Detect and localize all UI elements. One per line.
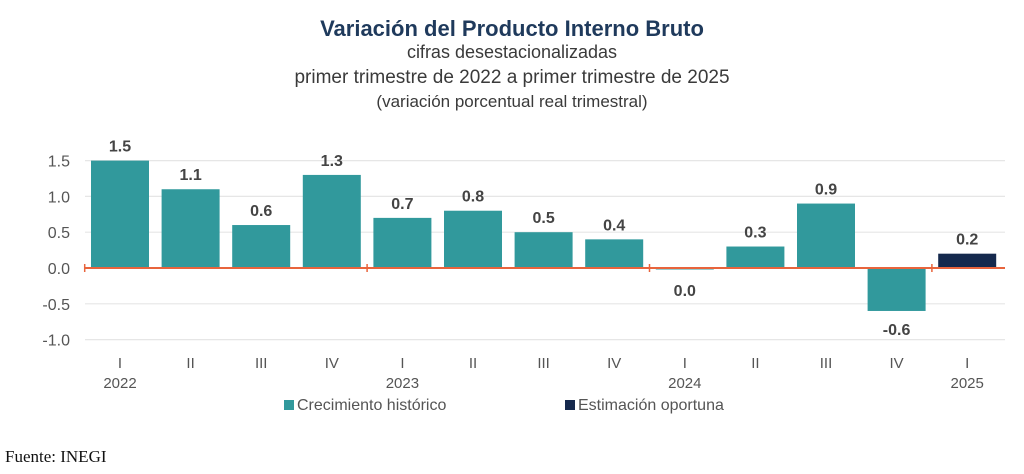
- x-tick-label: II: [186, 355, 194, 372]
- x-tick-label: III: [820, 355, 833, 372]
- bar: [514, 232, 573, 268]
- y-tick-label: 0.0: [48, 261, 70, 278]
- chart-subtitle-3: (variación porcentual real trimestral): [376, 92, 648, 111]
- chart-subtitle-1: cifras desestacionalizadas: [406, 42, 618, 62]
- data-label: 0.9: [815, 182, 837, 199]
- bar: [91, 160, 149, 268]
- data-label: 0.4: [603, 217, 625, 234]
- data-label: 1.1: [179, 167, 201, 184]
- data-label: 1.3: [321, 153, 343, 170]
- x-tick-label: II: [751, 355, 759, 372]
- bar-chart: 1.51.00.50.0-0.5-1.01.5I1.1II0.6III1.3IV…: [42, 139, 1005, 414]
- bar: [585, 239, 644, 268]
- y-tick-label: 1.0: [48, 189, 70, 206]
- x-tick-label: IV: [890, 355, 904, 372]
- x-tick-label: I: [118, 355, 122, 372]
- chart-title: Variación del Producto Interno Bruto: [320, 16, 704, 41]
- data-label: 0.7: [391, 196, 413, 213]
- data-label: 0.3: [744, 225, 766, 242]
- bar: [232, 225, 291, 268]
- data-label: 0.5: [532, 210, 554, 227]
- legend-label: Estimación oportuna: [578, 397, 724, 414]
- legend-label: Crecimiento histórico: [297, 397, 446, 414]
- data-label: 0.2: [956, 232, 978, 249]
- x-tick-label: III: [255, 355, 268, 372]
- source-note: Fuente: INEGI: [5, 447, 107, 466]
- year-label: 2023: [386, 375, 419, 392]
- year-label: 2025: [951, 375, 984, 392]
- y-tick-label: -0.5: [42, 297, 70, 314]
- chart-subtitle-2: primer trimestre de 2022 a primer trimes…: [294, 67, 730, 88]
- data-label: -0.6: [883, 322, 911, 339]
- data-label: 0.0: [674, 283, 696, 300]
- data-label: 0.6: [250, 203, 272, 220]
- year-label: 2022: [103, 375, 136, 392]
- legend-swatch: [284, 400, 294, 410]
- bar: [726, 246, 785, 268]
- y-tick-label: 1.5: [48, 154, 70, 171]
- bar: [938, 253, 997, 268]
- x-tick-label: IV: [325, 355, 339, 372]
- x-tick-label: I: [400, 355, 404, 372]
- bar: [797, 203, 855, 268]
- bar: [867, 268, 926, 311]
- x-tick-label: I: [683, 355, 687, 372]
- y-tick-label: 0.5: [48, 225, 70, 242]
- x-tick-label: II: [469, 355, 477, 372]
- x-tick-label: IV: [607, 355, 621, 372]
- data-label: 0.8: [462, 189, 484, 206]
- bar: [302, 174, 361, 268]
- x-tick-label: III: [537, 355, 550, 372]
- bar: [444, 210, 502, 268]
- legend-swatch: [565, 400, 575, 410]
- data-label: 1.5: [109, 139, 131, 156]
- x-tick-label: I: [965, 355, 969, 372]
- y-tick-label: -1.0: [42, 333, 70, 350]
- bar: [161, 189, 220, 268]
- bar: [373, 217, 432, 268]
- year-label: 2024: [668, 375, 701, 392]
